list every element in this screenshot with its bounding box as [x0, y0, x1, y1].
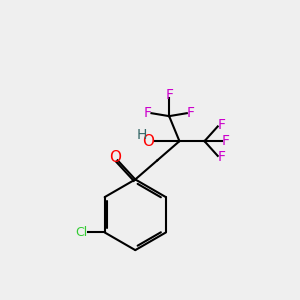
Text: F: F	[222, 134, 230, 148]
Text: F: F	[165, 88, 173, 102]
Text: F: F	[218, 118, 226, 132]
Text: O: O	[109, 150, 121, 165]
Text: F: F	[144, 106, 152, 120]
Text: H: H	[137, 128, 147, 142]
Text: O: O	[142, 134, 154, 149]
Text: F: F	[186, 106, 194, 120]
Text: Cl: Cl	[75, 226, 87, 239]
Text: F: F	[218, 150, 226, 164]
